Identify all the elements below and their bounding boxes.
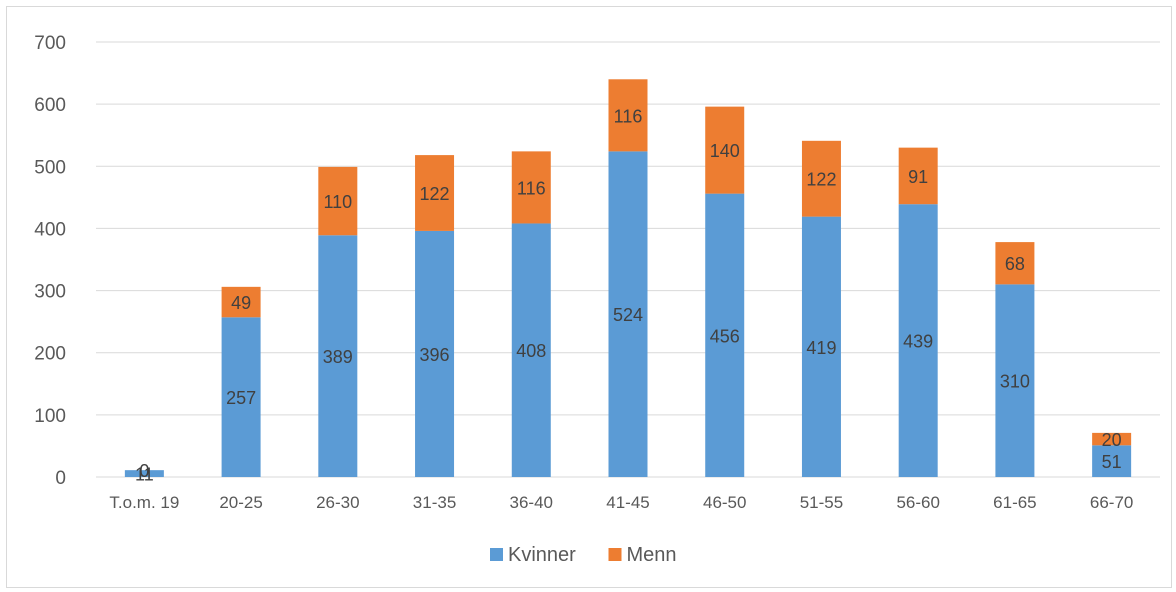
bar-kvinner [1092, 445, 1132, 477]
y-tick-label: 700 [34, 33, 66, 54]
bars [124, 79, 1132, 477]
bar-kvinner [318, 235, 358, 477]
x-tick-label: 46-50 [703, 493, 746, 512]
data-label-kvinner: 524 [613, 305, 643, 325]
data-label-kvinner: 408 [516, 341, 546, 361]
data-label-kvinner: 11 [135, 465, 154, 485]
bar-kvinner [511, 223, 551, 477]
x-tick-label: 56-60 [896, 493, 939, 512]
bar-menn [898, 147, 938, 205]
y-tick-label: 300 [34, 282, 66, 303]
y-tick-label: 400 [34, 219, 66, 240]
data-label-kvinner: 389 [323, 347, 353, 367]
y-tick-label: 0 [55, 468, 66, 489]
bar-menn [801, 140, 841, 217]
x-tick-label: 36-40 [510, 493, 553, 512]
bar-menn [995, 242, 1035, 285]
data-label-menn: 116 [517, 178, 546, 198]
data-label-kvinner: 257 [226, 388, 256, 408]
chart-frame [6, 6, 1172, 588]
data-label-kvinner: 310 [1000, 372, 1030, 392]
x-tick-label: 66-70 [1090, 493, 1133, 512]
y-axis-tick-labels: 0 100 200 300 400 500 600 700 [34, 33, 66, 489]
bar-menn [608, 79, 648, 152]
bar-kvinner [801, 216, 841, 477]
legend-swatch-kvinner [490, 548, 503, 561]
legend-label-menn: Menn [627, 544, 677, 566]
data-label-kvinner: 396 [420, 345, 450, 365]
data-label-menn: 68 [1005, 254, 1025, 274]
x-tick-label: 41-45 [606, 493, 649, 512]
data-label-menn: 49 [231, 293, 251, 313]
data-label-menn: 122 [806, 170, 836, 190]
data-label-kvinner: 51 [1102, 452, 1122, 472]
legend-swatch-menn [608, 548, 622, 561]
x-tick-label: 31-35 [413, 493, 456, 512]
bar-menn [318, 166, 358, 236]
bar-kvinner [995, 284, 1035, 477]
data-label-kvinner: 439 [903, 332, 933, 352]
bar-kvinner [608, 151, 648, 477]
y-tick-label: 200 [34, 344, 66, 365]
data-label-menn: 140 [710, 141, 740, 161]
data-label-menn: 20 [1102, 430, 1122, 450]
data-label-menn: 116 [614, 106, 643, 126]
bar-kvinner [221, 317, 261, 477]
x-axis-tick-labels: T.o.m. 19 20-25 26-30 31-35 36-40 41-45 46-50 5… [109, 493, 1133, 512]
data-labels: 110 257 49 389 110 396 122 408 116 524 116 456 140 41… [135, 106, 1122, 484]
bar-menn [511, 151, 551, 224]
bar-kvinner [898, 204, 938, 477]
bar-menn [1092, 432, 1132, 446]
bar-kvinner [415, 230, 455, 477]
data-label-menn: 91 [908, 167, 928, 187]
x-tick-label: 51-55 [800, 493, 843, 512]
legend-label-kvinner: Kvinner [508, 544, 576, 566]
x-tick-label: T.o.m. 19 [109, 493, 179, 512]
x-tick-label: 26-30 [316, 493, 359, 512]
bar-kvinner [124, 470, 164, 477]
data-label-menn: 110 [323, 192, 352, 212]
data-label-kvinner: 419 [806, 338, 836, 358]
y-tick-label: 600 [34, 95, 66, 116]
x-tick-label: 20-25 [219, 493, 262, 512]
bar-menn [705, 106, 745, 194]
bar-menn [221, 286, 261, 318]
bar-menn [415, 155, 455, 231]
data-label-menn: 0 [139, 461, 149, 481]
y-tick-label: 500 [34, 157, 66, 178]
legend: Kvinner Menn [490, 544, 677, 566]
bar-kvinner [705, 193, 745, 477]
data-label-kvinner: 456 [710, 326, 740, 346]
y-tick-label: 100 [34, 406, 66, 427]
data-label-menn: 122 [420, 184, 450, 204]
x-tick-label: 61-65 [993, 493, 1036, 512]
